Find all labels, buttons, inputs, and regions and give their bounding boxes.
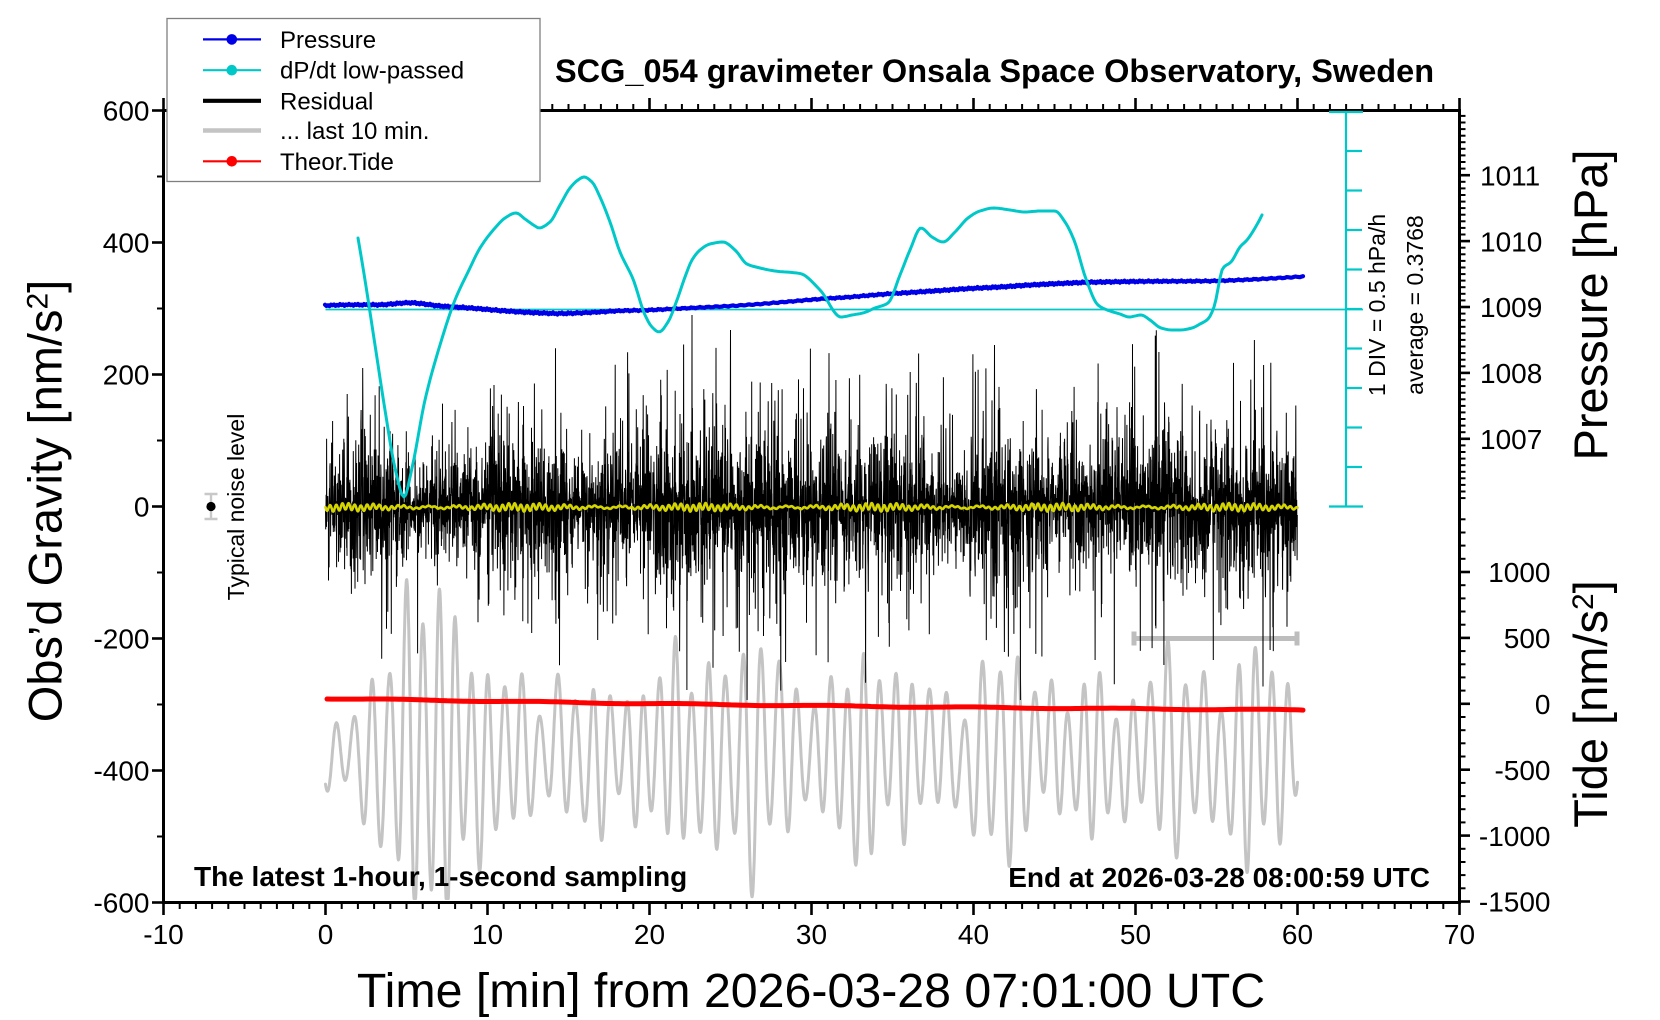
svg-text:Theor.Tide: Theor.Tide [280, 149, 394, 176]
svg-text:0: 0 [1535, 689, 1551, 720]
svg-text:1008: 1008 [1480, 358, 1542, 389]
svg-text:200: 200 [103, 360, 150, 391]
svg-text:The latest 1-hour, 1-second sa: The latest 1-hour, 1-second sampling [194, 861, 687, 892]
svg-text:Time [min] from 2026-03-28 07:: Time [min] from 2026-03-28 07:01:00 UTC [357, 964, 1265, 1018]
svg-text:-1500: -1500 [1479, 887, 1551, 918]
svg-text:0: 0 [318, 919, 334, 950]
svg-text:400: 400 [103, 228, 150, 259]
svg-text:SCG_054 gravimeter Onsala Spac: SCG_054 gravimeter Onsala Space Observat… [555, 53, 1434, 89]
svg-text:70: 70 [1444, 919, 1475, 950]
svg-text:1009: 1009 [1480, 292, 1542, 323]
svg-text:10: 10 [472, 919, 503, 950]
svg-text:Pressure [hPa]: Pressure [hPa] [1564, 150, 1617, 461]
svg-text:-500: -500 [1494, 755, 1550, 786]
svg-text:40: 40 [958, 919, 989, 950]
svg-text:-200: -200 [93, 624, 149, 655]
svg-text:1010: 1010 [1480, 226, 1542, 257]
svg-text:Obs’d Gravity [nm/s2]: Obs’d Gravity [nm/s2] [19, 280, 72, 722]
svg-text:Residual: Residual [280, 88, 373, 115]
svg-text:-400: -400 [93, 756, 149, 787]
svg-text:20: 20 [634, 919, 665, 950]
svg-text:600: 600 [103, 96, 150, 127]
svg-text:50: 50 [1120, 919, 1151, 950]
svg-text:End at 2026-03-28 08:00:59 UTC: End at 2026-03-28 08:00:59 UTC [1008, 862, 1430, 893]
svg-text:60: 60 [1282, 919, 1313, 950]
svg-text:... last 10 min.: ... last 10 min. [280, 118, 429, 145]
svg-text:-10: -10 [143, 919, 183, 950]
svg-text:1007: 1007 [1480, 424, 1542, 455]
svg-text:0: 0 [134, 492, 150, 523]
svg-text:30: 30 [796, 919, 827, 950]
svg-text:1011: 1011 [1480, 160, 1540, 191]
svg-text:1 DIV = 0.5 hPa/h: 1 DIV = 0.5 hPa/h [1364, 214, 1390, 396]
svg-text:-1000: -1000 [1479, 821, 1551, 852]
svg-text:1000: 1000 [1488, 557, 1550, 588]
svg-text:dP/dt low-passed: dP/dt low-passed [280, 58, 464, 85]
svg-text:Typical noise level: Typical noise level [223, 414, 249, 601]
svg-text:Tide [nm/s2]: Tide [nm/s2] [1564, 580, 1617, 827]
svg-text:average = 0.3768: average = 0.3768 [1402, 215, 1428, 395]
svg-text:-600: -600 [93, 888, 149, 919]
svg-text:Pressure: Pressure [280, 27, 376, 54]
svg-text:500: 500 [1504, 623, 1551, 654]
